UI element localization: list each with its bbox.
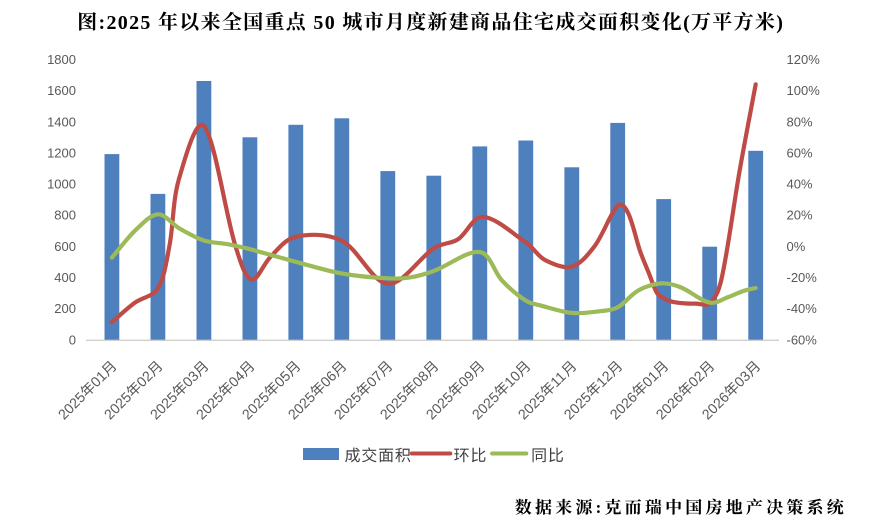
svg-text::: :: [99, 12, 106, 34]
svg-text:-20%: -20%: [787, 270, 818, 285]
svg-text:5: 5: [140, 12, 150, 34]
svg-text:20%: 20%: [787, 208, 813, 223]
svg-text:): ): [776, 12, 783, 34]
svg-text::: :: [596, 498, 602, 517]
svg-text:(: (: [683, 12, 690, 34]
svg-text:0: 0: [69, 332, 76, 347]
svg-text:600: 600: [54, 239, 76, 254]
svg-text:0%: 0%: [787, 239, 806, 254]
svg-text:1200: 1200: [47, 145, 76, 160]
svg-text:0: 0: [325, 12, 335, 34]
svg-text:-60%: -60%: [787, 332, 818, 347]
svg-text:5: 5: [313, 12, 323, 34]
svg-text:800: 800: [54, 208, 76, 223]
svg-text:60%: 60%: [787, 145, 813, 160]
svg-text:40%: 40%: [787, 177, 813, 192]
svg-text:-40%: -40%: [787, 301, 818, 316]
svg-text:120%: 120%: [787, 52, 821, 67]
svg-text:400: 400: [54, 270, 76, 285]
svg-text:100%: 100%: [787, 83, 821, 98]
svg-text:200: 200: [54, 301, 76, 316]
svg-text:80%: 80%: [787, 114, 813, 129]
svg-text:1800: 1800: [47, 52, 76, 67]
svg-text:2: 2: [129, 12, 139, 34]
svg-text:1400: 1400: [47, 114, 76, 129]
svg-text:2: 2: [107, 12, 117, 34]
svg-text:1000: 1000: [47, 177, 76, 192]
svg-text:0: 0: [118, 12, 128, 34]
svg-text:1600: 1600: [47, 83, 76, 98]
